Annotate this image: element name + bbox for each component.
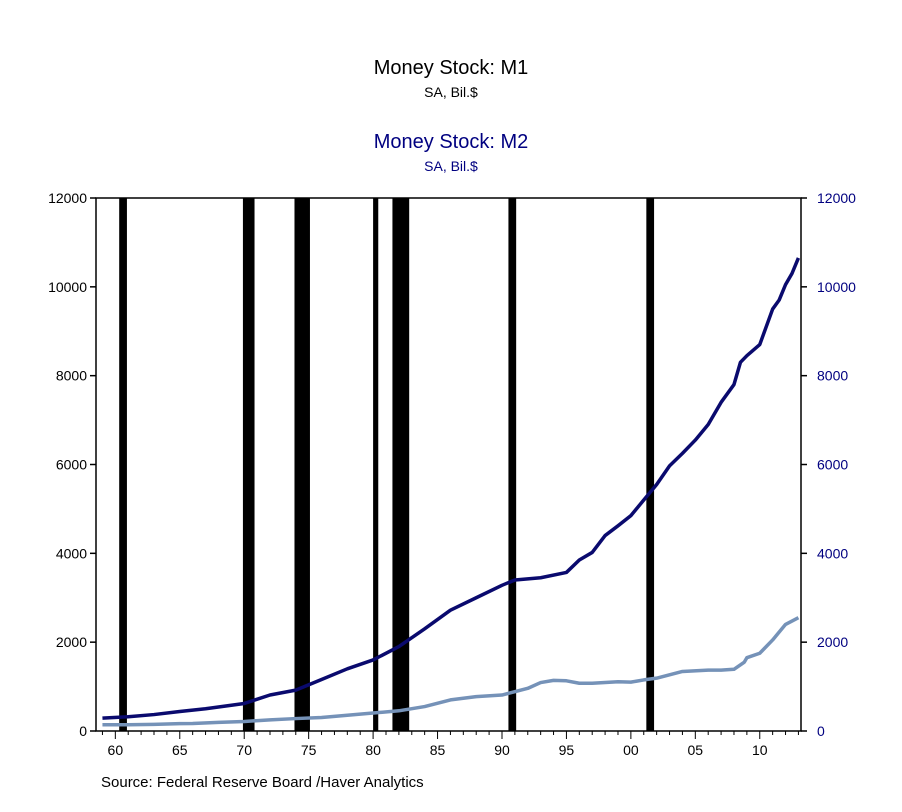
- y-right-tick-label-6: 12000: [817, 190, 856, 206]
- x-tick-label-5: 85: [430, 742, 446, 758]
- y-left-tick-label-6: 12000: [48, 190, 87, 206]
- x-tick-label-3: 75: [301, 742, 317, 758]
- y-left-tick-label-5: 10000: [48, 279, 87, 295]
- recession-bar-4: [392, 198, 410, 731]
- x-tick-label-4: 80: [365, 742, 381, 758]
- y-left-tick-label-2: 4000: [56, 545, 87, 561]
- x-tick-label-2: 70: [236, 742, 252, 758]
- plot-frame: [95, 197, 802, 732]
- series-line-m1: [102, 616, 800, 727]
- m2-title: Money Stock: M2: [373, 131, 529, 153]
- recession-bar-1: [242, 198, 255, 731]
- y-left-tick-label-1: 2000: [56, 634, 87, 650]
- y-left-tick-label-3: 6000: [56, 457, 87, 473]
- x-tick-label-10: 10: [752, 742, 768, 758]
- y-right-tick-label-4: 8000: [817, 368, 848, 384]
- y-left-tick-label-4: 8000: [56, 368, 87, 384]
- y-left-tick-label-0: 0: [79, 723, 87, 739]
- series-line-m2: [102, 257, 801, 720]
- y-right-tick-label-2: 4000: [817, 545, 848, 561]
- y-right-tick-label-3: 6000: [817, 457, 848, 473]
- axes: 0200040006000800010000120000200040006000…: [48, 190, 856, 758]
- m1-subtitle: SA, Bil.$: [424, 84, 478, 100]
- series-lines: [102, 257, 801, 727]
- recession-bars: [119, 198, 655, 731]
- recession-bar-0: [119, 198, 127, 731]
- m1-title: Money Stock: M1: [373, 57, 529, 79]
- y-right-tick-label-1: 2000: [817, 634, 848, 650]
- x-tick-label-1: 65: [172, 742, 188, 758]
- x-tick-label-0: 60: [108, 742, 124, 758]
- recession-bar-3: [373, 198, 379, 731]
- recession-bar-2: [294, 198, 310, 731]
- x-tick-label-8: 00: [623, 742, 639, 758]
- x-tick-label-7: 95: [559, 742, 575, 758]
- source-note: Source: Federal Reserve Board /Haver Ana…: [101, 774, 424, 791]
- y-right-tick-label-5: 10000: [817, 279, 856, 295]
- m2-subtitle: SA, Bil.$: [424, 158, 478, 174]
- recession-bar-5: [508, 198, 517, 731]
- x-tick-label-9: 05: [688, 742, 704, 758]
- recession-bar-6: [646, 198, 655, 731]
- x-tick-label-6: 90: [494, 742, 510, 758]
- y-right-tick-label-0: 0: [817, 723, 825, 739]
